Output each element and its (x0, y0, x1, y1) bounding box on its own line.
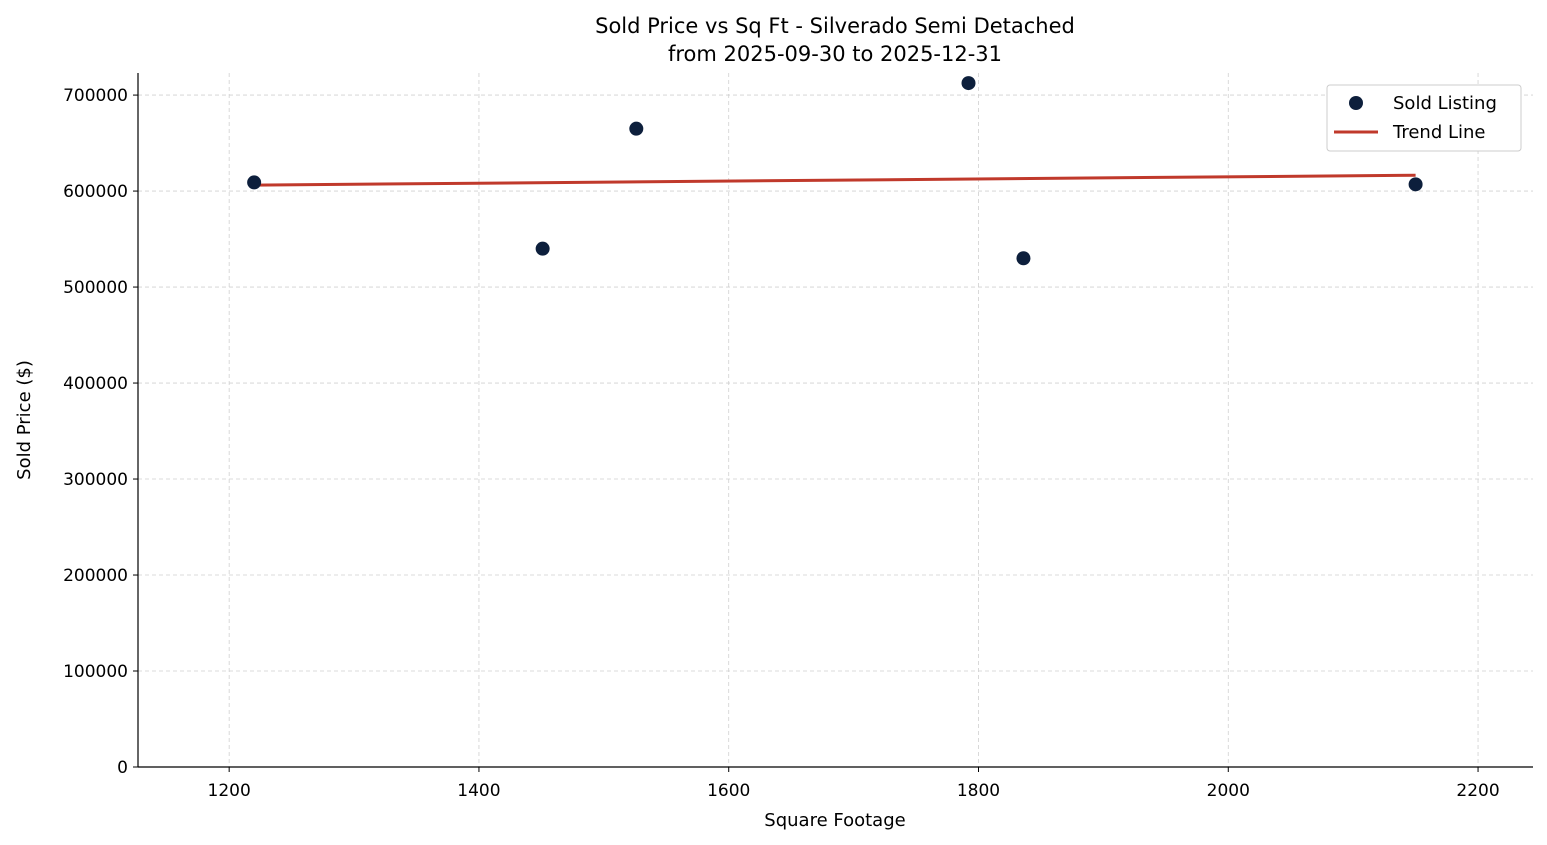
legend-label-trend-line: Trend Line (1392, 122, 1486, 143)
chart-title: Sold Price vs Sq Ft - Silverado Semi Det… (595, 14, 1075, 38)
y-tick-label: 500000 (63, 278, 128, 298)
x-axis-label: Square Footage (764, 810, 905, 831)
legend-label-sold-listing: Sold Listing (1393, 93, 1497, 114)
legend: Sold Listing Trend Line (1326, 84, 1522, 152)
y-tick-label: 100000 (63, 662, 128, 682)
y-tick-label: 300000 (63, 470, 128, 490)
x-tick-label: 1600 (707, 781, 750, 801)
y-tick-label: 0 (117, 758, 128, 778)
legend-marker-sold-listing (1349, 96, 1363, 110)
y-tick-label: 600000 (63, 182, 128, 202)
legend-box (1326, 84, 1522, 152)
sold-listing-point (629, 121, 644, 136)
y-tick-label: 200000 (63, 566, 128, 586)
y-tick-label: 400000 (63, 374, 128, 394)
y-axis-label: Sold Price ($) (14, 360, 35, 480)
sold-listing-point (961, 76, 976, 91)
sold-listing-point (1408, 177, 1423, 192)
trend-line (254, 173, 1416, 187)
x-tick-label: 2000 (1207, 781, 1250, 801)
y-tick-label: 700000 (63, 86, 128, 106)
sold-listing-point (535, 241, 550, 256)
x-tick-label: 1200 (208, 781, 251, 801)
x-tick-label: 2200 (1456, 781, 1499, 801)
sold-listing-point (247, 175, 262, 190)
chart-subtitle: from 2025-09-30 to 2025-12-31 (668, 42, 1002, 66)
x-tick-label: 1400 (457, 781, 500, 801)
sold-listing-point (1016, 251, 1031, 266)
x-tick-label: 1800 (957, 781, 1000, 801)
